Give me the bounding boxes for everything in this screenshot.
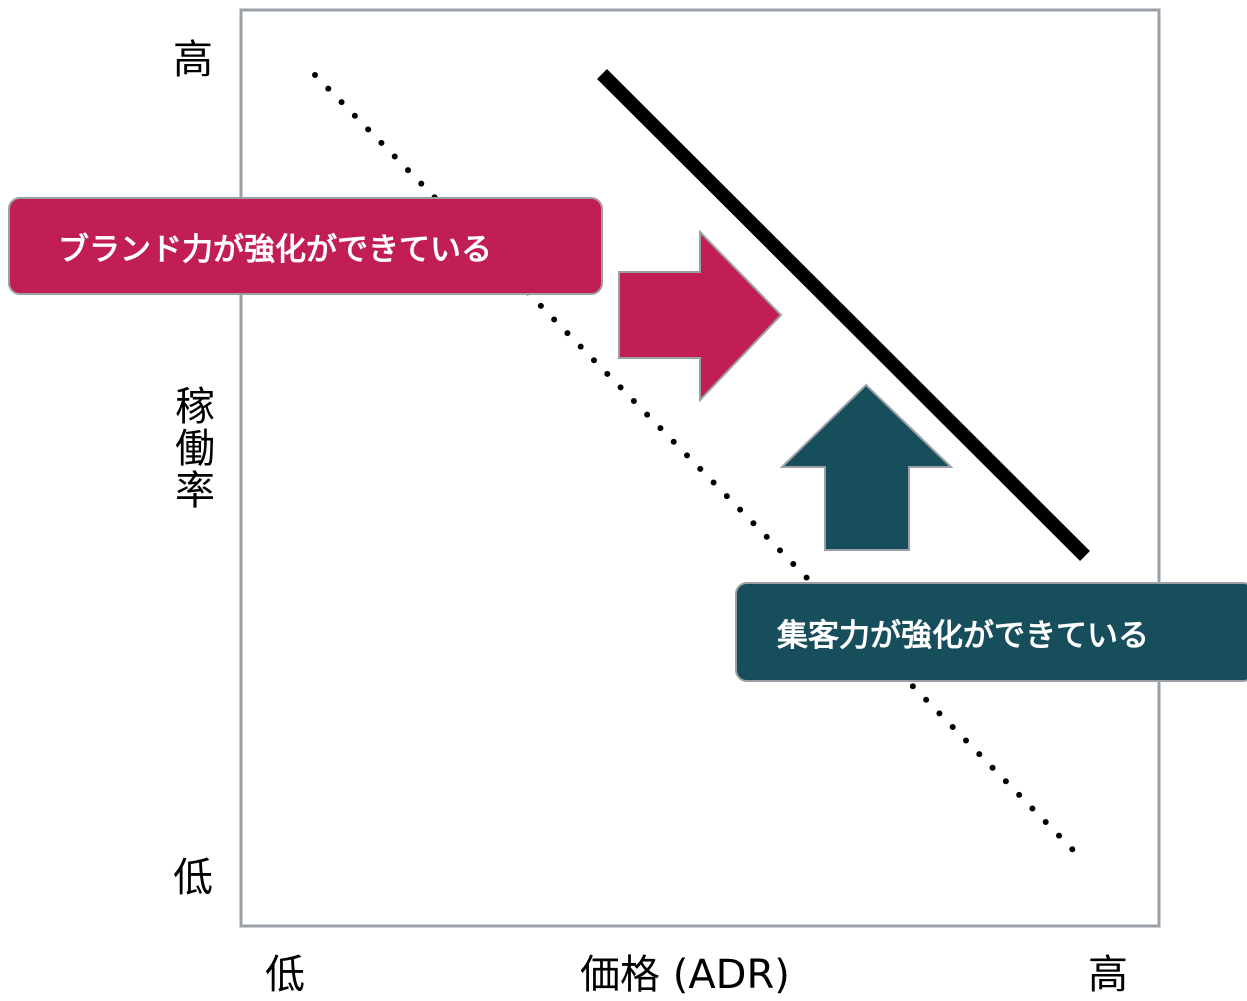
x-axis-low-label: 低 xyxy=(265,952,305,998)
brand-callout-box: ブランド力が強化ができている xyxy=(8,197,603,295)
demand-callout-label: 集客力が強化ができている xyxy=(777,617,1149,654)
demand-callout-box: 集客力が強化ができている xyxy=(735,582,1247,682)
y-axis-title: 稼働率 xyxy=(168,385,214,511)
y-axis-low-label: 低 xyxy=(173,855,213,901)
brand-callout-label: ブランド力が強化ができている xyxy=(58,231,492,268)
arrow-up-icon xyxy=(779,383,954,551)
improved-solid-line xyxy=(597,69,1090,561)
x-axis-high-label: 高 xyxy=(1088,952,1128,998)
arrow-right-icon xyxy=(618,229,783,403)
x-axis-title: 価格 (ADR) xyxy=(580,952,790,998)
y-axis-high-label: 高 xyxy=(173,37,213,83)
